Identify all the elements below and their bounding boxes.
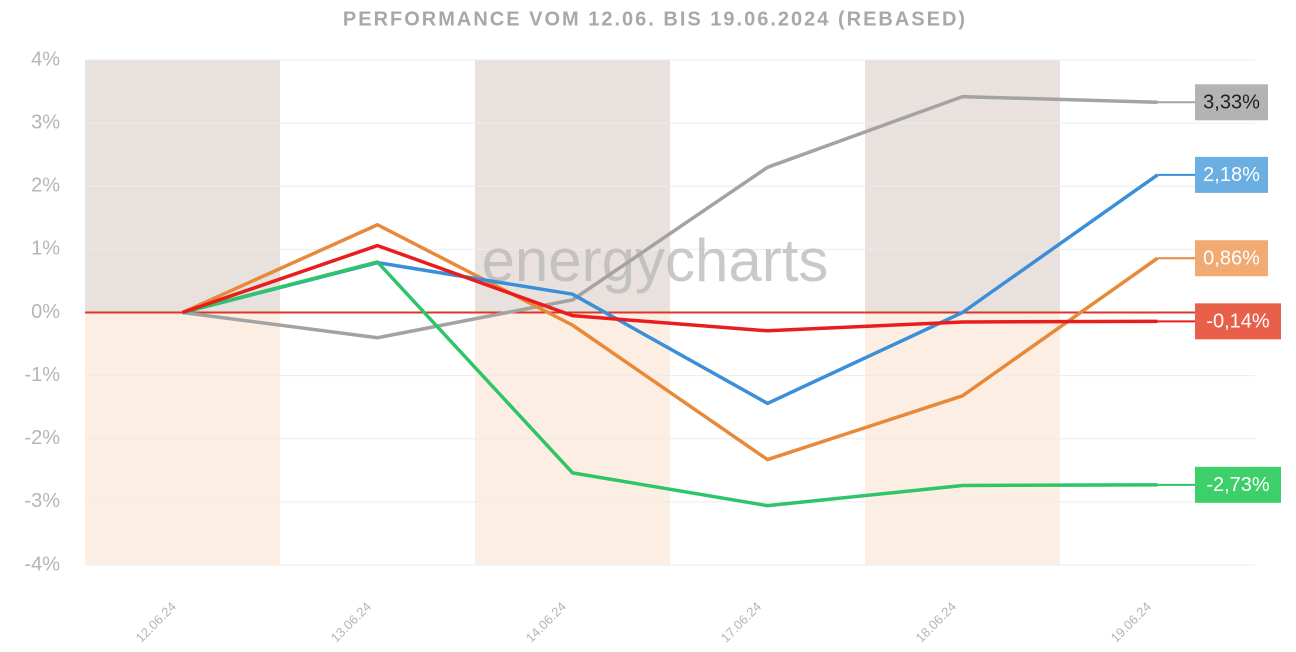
value-label-box [1195,156,1268,193]
y-tick-label: 0% [31,301,60,323]
y-tick-label: 1% [31,238,60,260]
x-tick-label: 18.06.24 [913,599,959,645]
watermark: energycharts [482,227,829,294]
series-line [182,94,1158,340]
series-line [181,223,1159,462]
y-tick-label: -3% [24,490,60,512]
value-label-box [1195,466,1281,503]
value-label: -2,73% [1206,474,1270,496]
value-label: 3,33% [1203,92,1260,114]
y-tick-label: 4% [31,48,60,70]
y-tick-label: -2% [24,427,60,449]
value-label-box [1195,303,1281,340]
x-tick-label: 12.06.24 [133,599,179,645]
x-tick-label: 19.06.24 [1108,599,1154,645]
x-tick-label: 13.06.24 [328,599,374,645]
chart-title: PERFORMANCE VOM 12.06. BIS 19.06.2024 (R… [343,8,967,30]
series-line [182,260,1158,508]
y-tick-label: 3% [31,111,60,133]
y-tick-label: 2% [31,175,60,197]
value-label: 2,18% [1203,164,1260,186]
series-line [181,243,1158,333]
value-label: 0,86% [1203,247,1260,269]
x-tick-label: 14.06.24 [523,599,569,645]
value-label-box [1195,240,1268,277]
value-label: -0,14% [1206,311,1270,333]
x-tick-label: 17.06.24 [718,599,764,645]
y-tick-label: -4% [24,553,60,575]
value-label-box [1195,84,1268,121]
y-tick-label: -1% [24,364,60,386]
